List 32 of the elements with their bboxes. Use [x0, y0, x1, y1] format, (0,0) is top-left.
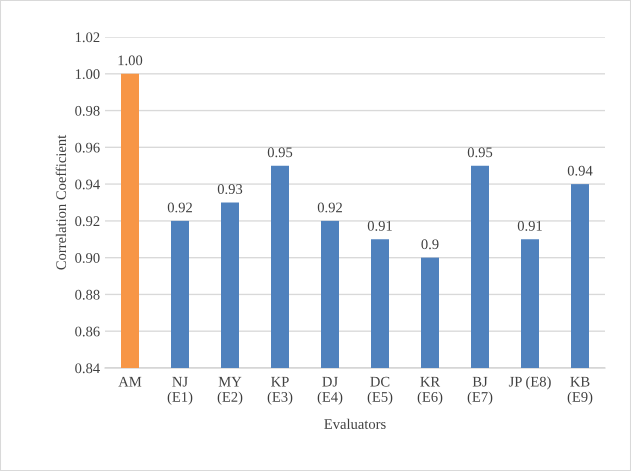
x-tick-label: DJ (E4): [318, 376, 342, 405]
data-label: 1.00: [118, 55, 142, 66]
y-tick-label: 1.00: [76, 69, 100, 80]
data-label: 0.94: [568, 166, 593, 176]
data-label: 0.91: [368, 220, 392, 231]
y-tick-label: 0.86: [75, 326, 100, 336]
x-tick-label: KB (E9): [568, 376, 592, 405]
x-tick-label: AM: [118, 376, 142, 386]
x-tick-label: KP (E3): [268, 376, 292, 405]
y-tick-label: 0.88: [75, 290, 100, 300]
data-label: 0.91: [518, 220, 542, 231]
y-tick-label: 0.98: [75, 106, 100, 116]
x-tick-label: NJ (E1): [168, 376, 192, 405]
data-label: 0.92: [318, 202, 342, 212]
y-tick-label: 1.02: [76, 32, 100, 42]
data-label: 0.95: [268, 147, 292, 158]
data-label: 0.93: [218, 184, 242, 194]
x-tick-label: JP (E8): [508, 376, 551, 390]
x-tick-label: MY (E2): [218, 376, 242, 405]
x-tick-label: BJ (E7): [468, 376, 492, 405]
y-tick-label: 0.92: [75, 216, 100, 226]
y-tick-label: 0.96: [75, 142, 100, 153]
y-tick-label: 0.90: [75, 253, 100, 263]
y-tick-label: 0.84: [75, 363, 100, 374]
y-axis-title: Correlation Coefficient: [56, 134, 66, 270]
data-label: 0.92: [168, 202, 192, 212]
x-tick-label: DC (E5): [368, 376, 392, 405]
data-label: 0.95: [468, 147, 492, 158]
y-tick-label: 0.94: [75, 179, 100, 190]
x-axis-title: Evaluators: [324, 418, 386, 429]
data-label: 0.9: [421, 239, 439, 250]
x-tick-label: KR (E6): [418, 376, 442, 405]
